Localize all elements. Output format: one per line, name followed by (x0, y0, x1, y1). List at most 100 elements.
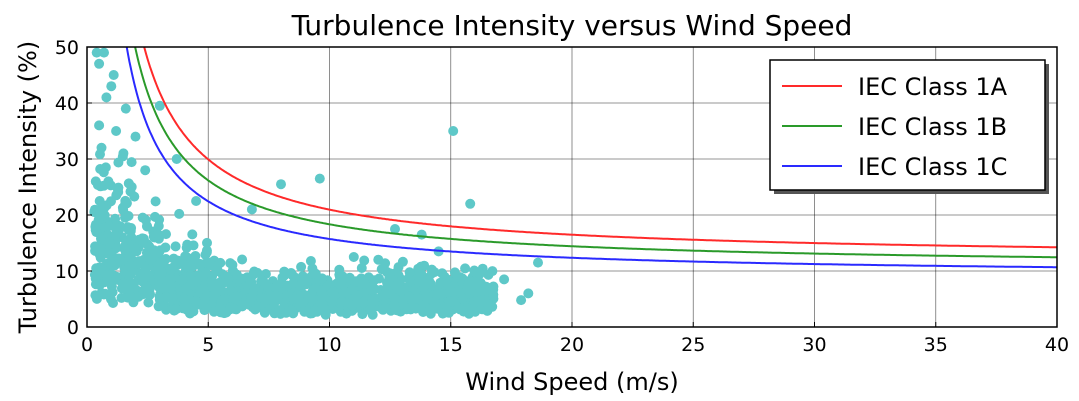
scatter-point (188, 253, 199, 264)
chart-title: Turbulence Intensity versus Wind Speed (291, 9, 853, 42)
scatter-point (140, 165, 151, 176)
scatter-point (120, 103, 131, 114)
y-tick-label: 20 (55, 205, 79, 227)
scatter-point (160, 242, 171, 253)
scatter-point (369, 284, 380, 295)
x-tick-label: 15 (439, 334, 463, 356)
scatter-point (142, 221, 153, 232)
y-tick-labels: 0 10 20 30 40 50 (55, 37, 92, 339)
x-tick-label: 40 (1045, 334, 1069, 356)
y-tick-label: 40 (55, 93, 79, 115)
legend-entry: IEC Class 1B (858, 113, 1007, 141)
scatter-point (273, 291, 284, 302)
scatter-point (317, 299, 328, 310)
scatter-point (460, 263, 471, 274)
scatter-point (462, 303, 473, 314)
scatter-point (91, 277, 102, 288)
y-tick-label: 10 (55, 261, 79, 283)
scatter-point (161, 292, 172, 303)
scatter-point (103, 176, 114, 187)
scatter-point (180, 295, 191, 306)
x-tick-label: 0 (81, 334, 93, 356)
scatter-point (103, 247, 114, 258)
scatter-point (279, 266, 290, 277)
scatter-point (130, 131, 141, 142)
scatter-point (180, 251, 191, 262)
scatter-point (302, 276, 313, 287)
scatter-point (96, 233, 106, 244)
scatter-point (111, 190, 122, 201)
scatter-point (429, 297, 440, 308)
scatter-point (231, 291, 242, 302)
scatter-point (99, 210, 110, 221)
scatter-point (314, 173, 325, 184)
scatter-point (131, 246, 142, 257)
scatter-point (155, 258, 166, 269)
scatter-point (334, 269, 345, 280)
scatter-point (293, 294, 304, 304)
scatter-point (154, 100, 165, 111)
scatter-point (121, 198, 132, 209)
scatter-point (359, 255, 370, 266)
scatter-point (96, 142, 107, 153)
scatter-point (418, 307, 429, 317)
legend-entry: IEC Class 1A (858, 73, 1008, 101)
scatter-point (523, 288, 534, 299)
curve-1 (134, 47, 1057, 259)
scatter-point (198, 283, 209, 294)
scatter-point (288, 278, 299, 289)
x-tick-labels: 0 5 10 15 20 25 30 35 40 (81, 322, 1069, 356)
scatter-point (116, 292, 127, 303)
scatter-point (124, 291, 135, 302)
scatter-point (488, 281, 499, 292)
scatter-point (171, 154, 182, 164)
scatter-point (403, 291, 414, 302)
scatter-point (153, 281, 164, 292)
scatter-point (426, 264, 437, 275)
scatter-point (448, 126, 459, 136)
scatter-point (166, 273, 177, 284)
scatter-point (276, 179, 286, 190)
scatter-series (89, 47, 543, 320)
scatter-point (94, 196, 105, 206)
scatter-point (123, 211, 134, 221)
scatter-point (412, 293, 423, 304)
scatter-point (111, 126, 122, 136)
scatter-point (435, 277, 446, 288)
scatter-point (358, 297, 369, 308)
scatter-point (108, 70, 119, 80)
scatter-point (110, 222, 121, 233)
scatter-point (178, 259, 189, 270)
scatter-point (133, 291, 144, 302)
scatter-point (482, 299, 493, 309)
scatter-point (326, 287, 337, 298)
y-tick-label: 50 (55, 37, 79, 59)
legend-entry: IEC Class 1C (858, 153, 1007, 181)
scatter-point (259, 307, 270, 318)
scatter-point (201, 303, 212, 314)
scatter-point (177, 274, 188, 285)
scatter-point (462, 285, 473, 295)
scatter-point (320, 307, 331, 318)
scatter-point (156, 266, 167, 277)
scatter-point (384, 272, 395, 283)
scatter-point (197, 271, 208, 282)
x-tick-label: 20 (560, 334, 584, 356)
scatter-point (98, 167, 109, 178)
scatter-point (154, 230, 164, 240)
scatter-point (432, 289, 442, 300)
scatter-point (390, 224, 400, 234)
scatter-point (118, 148, 129, 159)
scatter-point (126, 157, 137, 168)
scatter-point (171, 304, 182, 315)
x-tick-label: 35 (924, 334, 948, 356)
scatter-point (91, 244, 102, 255)
scatter-point (118, 278, 129, 289)
scatter-point (474, 295, 485, 306)
scatter-point (94, 58, 105, 69)
scatter-point (144, 290, 155, 301)
y-axis-label: Turbulence Intensity (%) (14, 41, 42, 334)
scatter-point (150, 211, 160, 222)
scatter-point (137, 236, 148, 247)
scatter-point (108, 298, 118, 308)
